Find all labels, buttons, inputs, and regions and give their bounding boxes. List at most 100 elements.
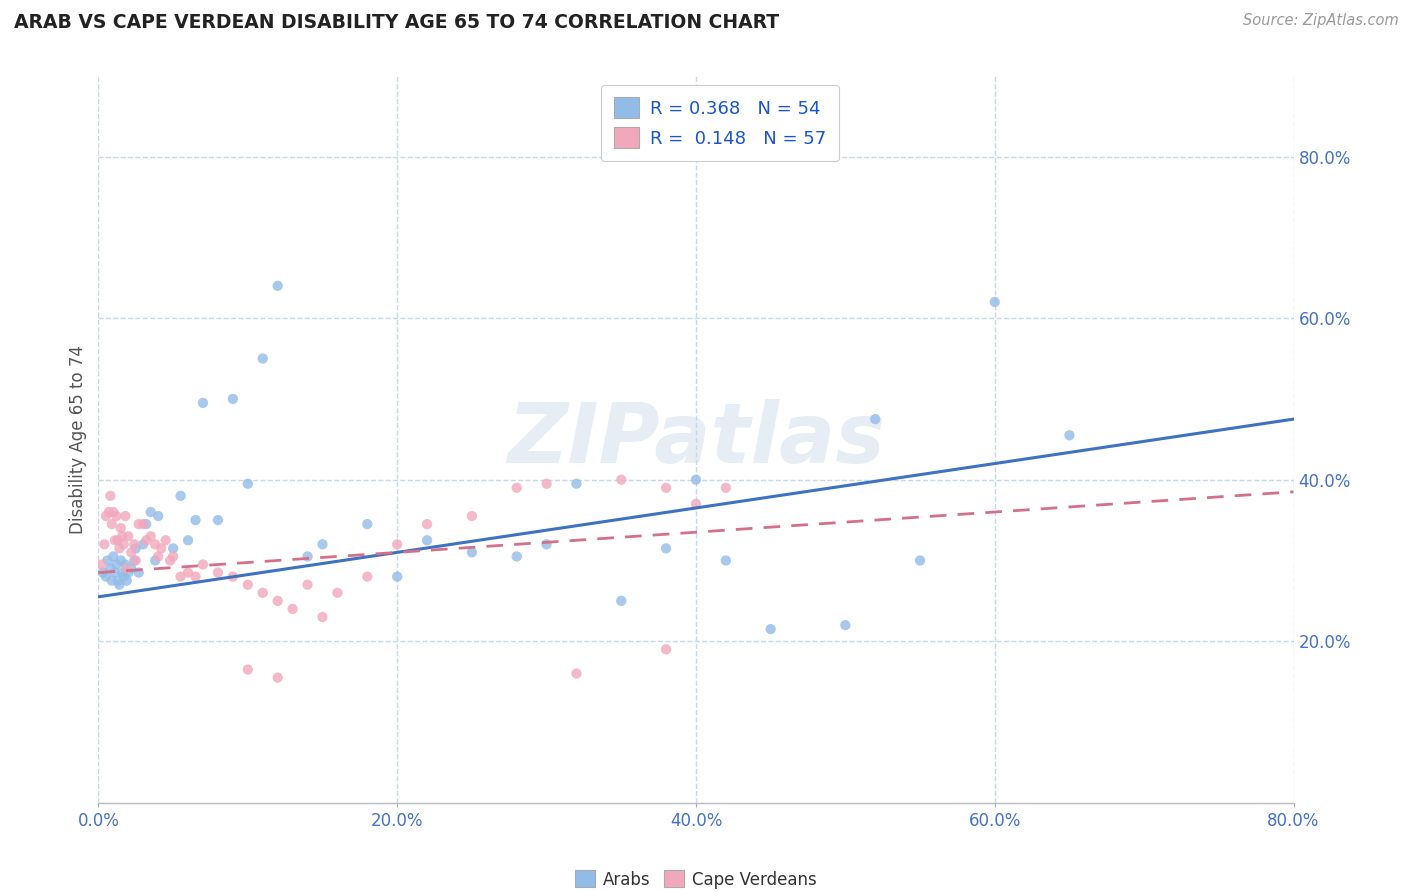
Point [162,541,184,556]
Point [115,561,138,575]
Point [297,549,319,564]
Point [311,610,333,624]
Point [297,578,319,592]
Point [356,569,378,583]
Text: ARAB VS CAPE VERDEAN DISABILITY AGE 65 TO 74 CORRELATION CHART: ARAB VS CAPE VERDEAN DISABILITY AGE 65 T… [14,13,779,32]
Point [385,537,409,551]
Point [461,509,484,524]
Point [135,517,157,532]
Point [150,541,173,556]
Point [112,537,135,551]
Point [117,529,139,543]
Point [267,671,290,685]
Point [115,574,138,588]
Point [610,473,633,487]
Point [655,541,678,556]
Point [506,481,529,495]
Point [93,537,115,551]
Point [132,537,155,551]
Point [177,566,200,580]
Point [565,476,588,491]
Point [565,666,588,681]
Point [143,537,166,551]
Point [834,618,856,632]
Point [125,553,148,567]
Point [108,541,131,556]
Point [128,517,150,532]
Point [222,569,245,583]
Point [162,549,184,564]
Point [714,553,737,567]
Point [311,537,333,551]
Point [143,553,166,567]
Point [94,509,117,524]
Point [108,578,131,592]
Point [120,545,142,559]
Point [326,586,349,600]
Point [104,533,127,548]
Point [148,509,170,524]
Point [714,481,737,495]
Point [105,558,128,572]
Point [536,476,558,491]
Point [103,549,125,564]
Point [416,533,439,548]
Point [169,489,191,503]
Point [105,509,128,524]
Point [128,566,150,580]
Point [281,602,304,616]
Point [135,533,157,548]
Point [101,517,124,532]
Point [112,569,135,583]
Point [416,517,439,532]
Point [655,642,678,657]
Point [236,476,259,491]
Point [908,553,931,567]
Point [94,569,117,583]
Point [124,553,146,567]
Point [120,561,142,575]
Point [107,533,129,548]
Point [114,558,136,572]
Point [103,505,125,519]
Point [536,537,558,551]
Point [139,529,162,543]
Point [1059,428,1081,442]
Y-axis label: Disability Age 65 to 74: Disability Age 65 to 74 [69,345,87,533]
Point [252,586,274,600]
Point [96,553,118,567]
Point [111,529,134,543]
Point [114,509,136,524]
Point [655,481,678,495]
Point [222,392,245,406]
Point [356,517,378,532]
Point [159,553,181,567]
Point [267,594,290,608]
Point [98,561,122,575]
Point [90,558,112,572]
Point [252,351,274,366]
Point [91,566,114,580]
Point [685,497,707,511]
Point [236,663,259,677]
Point [685,473,707,487]
Point [110,521,132,535]
Point [267,278,290,293]
Point [107,574,129,588]
Point [139,505,162,519]
Point [191,396,214,410]
Point [148,549,170,564]
Point [184,569,207,583]
Point [207,513,229,527]
Point [506,549,529,564]
Point [117,566,139,580]
Point [98,489,122,503]
Point [759,622,782,636]
Point [132,517,155,532]
Point [184,513,207,527]
Point [236,578,259,592]
Point [610,594,633,608]
Point [104,566,127,580]
Point [97,505,120,519]
Point [111,566,134,580]
